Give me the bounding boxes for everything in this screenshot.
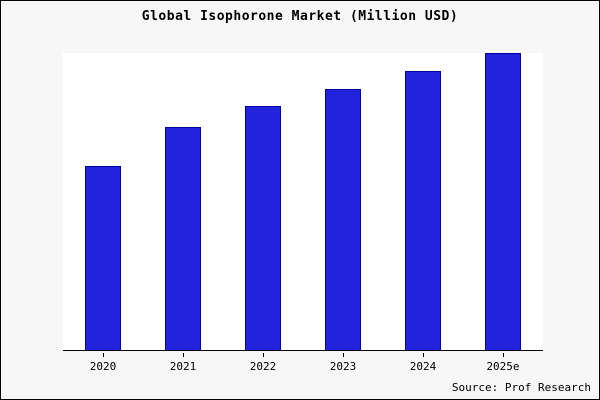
bar-2023 — [325, 88, 361, 350]
x-axis-labels: 2020 2021 2022 2023 2024 2025e — [63, 353, 543, 373]
source-credit: Source: Prof Research — [451, 381, 591, 394]
plot-area — [63, 53, 543, 351]
x-tick-mark — [342, 353, 344, 357]
bar-2020 — [85, 165, 121, 350]
bar-column — [63, 53, 143, 350]
x-tick-label: 2025e — [486, 360, 520, 373]
bar-column — [383, 53, 463, 350]
x-axis-column: 2025e — [463, 353, 543, 373]
bar-column — [143, 53, 223, 350]
bar-2024 — [405, 70, 441, 350]
x-axis-column: 2020 — [63, 353, 143, 373]
chart-title: Global Isophorone Market (Million USD) — [141, 9, 459, 24]
x-tick-mark — [422, 353, 424, 357]
bar-column — [463, 53, 543, 350]
bar-column — [303, 53, 383, 350]
bar-2025e — [485, 53, 521, 350]
bar-column — [223, 53, 303, 350]
x-axis-column: 2023 — [303, 353, 383, 373]
x-tick-label: 2022 — [249, 360, 277, 373]
bar-2021 — [165, 127, 201, 350]
x-tick-mark — [502, 353, 504, 357]
x-axis-column: 2021 — [143, 353, 223, 373]
x-axis-column: 2024 — [383, 353, 463, 373]
x-axis-column: 2022 — [223, 353, 303, 373]
x-tick-mark — [102, 353, 104, 357]
x-tick-label: 2023 — [329, 360, 357, 373]
x-tick-mark — [262, 353, 264, 357]
x-tick-label: 2021 — [169, 360, 197, 373]
x-tick-mark — [182, 353, 184, 357]
bar-2022 — [245, 106, 281, 350]
x-tick-label: 2020 — [89, 360, 117, 373]
bars — [63, 53, 543, 350]
x-tick-label: 2024 — [409, 360, 437, 373]
